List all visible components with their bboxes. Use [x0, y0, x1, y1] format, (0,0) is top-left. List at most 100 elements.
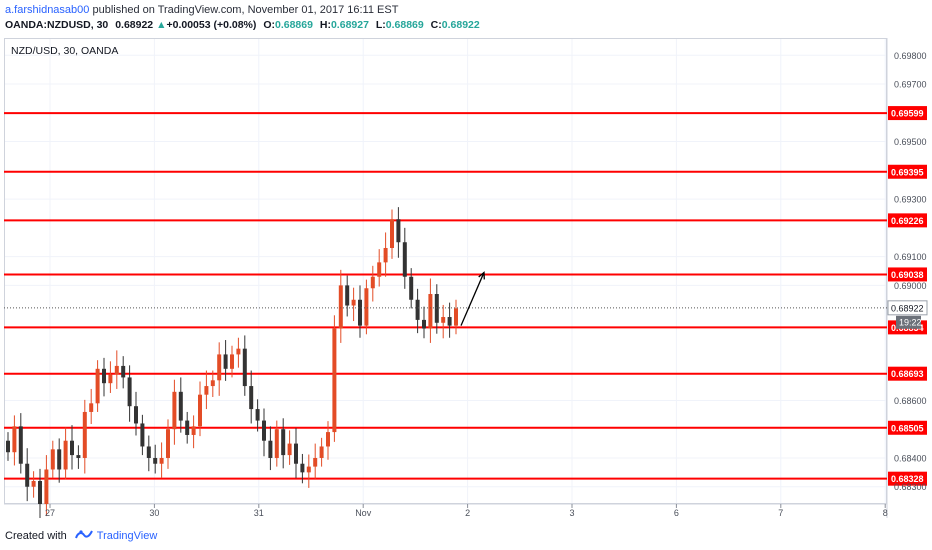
- candle-body: [274, 429, 279, 458]
- candle-body: [25, 463, 30, 487]
- price-chart[interactable]: NZD/USD, 30, OANDA 0.69599 0.69395 0.69226…: [4, 38, 928, 520]
- candle-body: [102, 368, 106, 384]
- level-price-text: 0.69395: [891, 167, 924, 177]
- candle-body: [108, 374, 113, 384]
- close-value: 0.68922: [441, 19, 480, 31]
- low-label: L:: [375, 19, 386, 31]
- candle-body: [31, 480, 36, 487]
- x-tick-label: 6: [674, 508, 679, 518]
- candle-body: [390, 219, 394, 248]
- candle-body: [249, 386, 254, 410]
- candle-body: [319, 446, 324, 458]
- x-tick-label: 3: [569, 508, 574, 518]
- candle-body: [428, 294, 433, 329]
- y-tick-label: 0.69800: [894, 51, 927, 61]
- projection-arrow-head-icon: [478, 271, 485, 280]
- candle-body: [70, 440, 74, 456]
- candle-body: [6, 440, 10, 453]
- close-label: C:: [430, 19, 442, 31]
- chart-frame[interactable]: NZD/USD, 30, OANDA 0.69599 0.69395 0.69226…: [4, 38, 928, 520]
- symbol-info-bar: OANDA:NZDUSD, 30 0.68922 ▲+0.00053 (+0.0…: [5, 19, 480, 31]
- candle-body: [294, 443, 298, 464]
- open-value: 0.68869: [274, 19, 313, 31]
- candle-body: [178, 391, 183, 421]
- x-tick-label: 7: [778, 508, 783, 518]
- candle-body: [185, 420, 190, 435]
- level-price-tag: [888, 106, 927, 121]
- candle-body: [268, 440, 273, 458]
- candle-body: [50, 449, 55, 470]
- level-price-tag: [888, 213, 927, 228]
- candle-body: [364, 288, 369, 326]
- candle-body: [262, 420, 266, 441]
- candle-body: [454, 308, 458, 326]
- x-tick-label: 30: [149, 508, 159, 518]
- candle-body: [242, 348, 247, 387]
- candle-body: [338, 285, 343, 329]
- tradingview-logo-icon[interactable]: [74, 529, 93, 543]
- candle-body: [326, 432, 330, 447]
- grid-layer: [4, 38, 887, 504]
- y-tick-label: 0.69000: [894, 281, 927, 291]
- candle-body: [396, 219, 401, 243]
- y-tick-label: 0.69500: [894, 137, 927, 147]
- candle-body: [236, 348, 241, 355]
- candle-body: [121, 365, 126, 378]
- y-tick-label: 0.69100: [894, 252, 927, 262]
- published-text: published on TradingView.com, November 0…: [92, 4, 399, 16]
- candle-body: [153, 457, 158, 464]
- candle-body: [44, 469, 49, 504]
- candle-body: [89, 403, 94, 412]
- y-tick-label: 0.68600: [894, 396, 927, 406]
- candle-body: [198, 394, 202, 427]
- level-price-text: 0.69038: [891, 270, 924, 280]
- candle-body: [114, 365, 119, 375]
- candle-body: [281, 429, 286, 456]
- candle-body: [210, 380, 215, 387]
- y-tick-label: 0.68400: [894, 453, 927, 463]
- candle-body: [306, 466, 311, 473]
- candle-body: [204, 386, 209, 395]
- level-price-tag: [888, 471, 927, 486]
- x-tick-label: 27: [45, 508, 55, 518]
- x-tick-label: 8: [883, 508, 888, 518]
- created-with-text: Created with: [5, 530, 67, 542]
- projection-arrow-icon: [460, 272, 485, 326]
- high-label: H:: [319, 19, 331, 31]
- candle-body: [38, 480, 42, 504]
- footer: Created with TradingView: [5, 529, 157, 543]
- candle-body: [332, 328, 337, 433]
- candle-body: [255, 409, 260, 421]
- candle-body: [191, 426, 196, 435]
- candle-body: [434, 294, 439, 323]
- candle-body: [76, 455, 81, 458]
- level-price-tag: [888, 420, 927, 435]
- author-link[interactable]: a.farshidnasab00: [5, 4, 90, 16]
- candle-body: [370, 276, 375, 289]
- tradingview-brand[interactable]: TradingView: [96, 530, 158, 542]
- candle-body: [12, 426, 17, 453]
- annotation-layer: 0.68922 19:22: [4, 271, 928, 329]
- price-change: +0.00053 (+0.08%): [166, 19, 257, 31]
- candle-body: [82, 411, 87, 458]
- x-tick-label: 2: [465, 508, 470, 518]
- candle-body: [159, 457, 164, 464]
- candle-body: [383, 247, 388, 263]
- candle-body: [230, 354, 234, 369]
- symbol-label[interactable]: OANDA:NZDUSD, 30: [5, 19, 109, 31]
- countdown-text: 19:22: [899, 317, 922, 327]
- open-label: O:: [263, 19, 275, 31]
- price-axis: 0.69800 0.69700 0.69500 0.69300 0.69100 0.690…: [894, 51, 927, 492]
- candle-body: [345, 285, 350, 306]
- candle-body: [18, 426, 23, 464]
- y-tick-label: 0.68300: [894, 482, 927, 492]
- level-price-tag: [888, 366, 927, 381]
- candle-body: [140, 423, 145, 447]
- candle-body: [63, 440, 68, 470]
- level-price-text: 0.68328: [891, 474, 924, 484]
- candle-body: [422, 319, 426, 329]
- candle-body: [447, 317, 452, 326]
- level-price-text: 0.69226: [891, 216, 924, 226]
- x-tick-label: Nov: [355, 508, 372, 518]
- chart-title: NZD/USD, 30, OANDA: [11, 45, 118, 57]
